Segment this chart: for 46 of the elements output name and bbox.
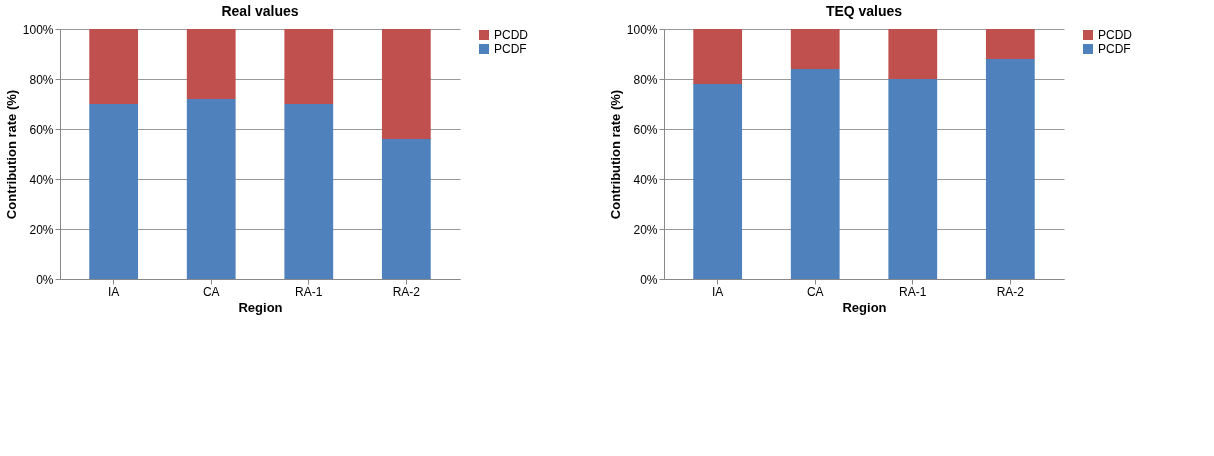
bar [381,139,431,279]
bar [888,79,938,279]
y-tick-label: 80% [633,72,658,87]
y-axis-title: Contribution rate (%) [3,89,19,220]
bar [790,29,840,69]
bar [693,29,743,84]
x-axis-title: Region [842,299,887,315]
legend-label: PCDD [494,28,529,42]
legend-label: PCDF [494,42,527,56]
x-tick-label: RA-1 [295,284,323,299]
bar [790,69,840,279]
y-tick-label: 0% [640,272,658,287]
x-tick-label: CA [202,284,220,299]
y-tick-label: 40% [633,172,658,187]
legend-label: PCDF [1098,42,1131,56]
bar [693,84,743,279]
y-tick-label: 20% [633,222,658,237]
x-tick-label: RA-1 [899,284,927,299]
y-tick-label: 100% [22,22,54,37]
y-axis-title: Contribution rate (%) [607,89,623,220]
y-tick-label: 100% [626,22,658,37]
bar [985,59,1035,279]
y-tick-label: 60% [633,122,658,137]
y-tick-label: 60% [29,122,54,137]
chart-title: Real values [221,3,299,19]
x-tick-label: RA-2 [996,284,1025,299]
x-tick-label: IA [107,284,120,299]
bar [381,29,431,139]
bar [186,29,236,99]
chart-title: TEQ values [825,3,903,19]
bar [89,104,139,279]
bar [985,29,1035,59]
x-tick-label: CA [806,284,824,299]
bar [186,99,236,279]
bar [284,104,334,279]
bar [888,29,938,79]
bar [284,29,334,104]
x-tick-label: IA [711,284,724,299]
x-tick-label: RA-2 [392,284,421,299]
y-tick-label: 20% [29,222,54,237]
bar [89,29,139,104]
legend-label: PCDD [1098,28,1133,42]
x-axis-title: Region [238,299,283,315]
y-tick-label: 40% [29,172,54,187]
y-tick-label: 80% [29,72,54,87]
y-tick-label: 0% [36,272,54,287]
